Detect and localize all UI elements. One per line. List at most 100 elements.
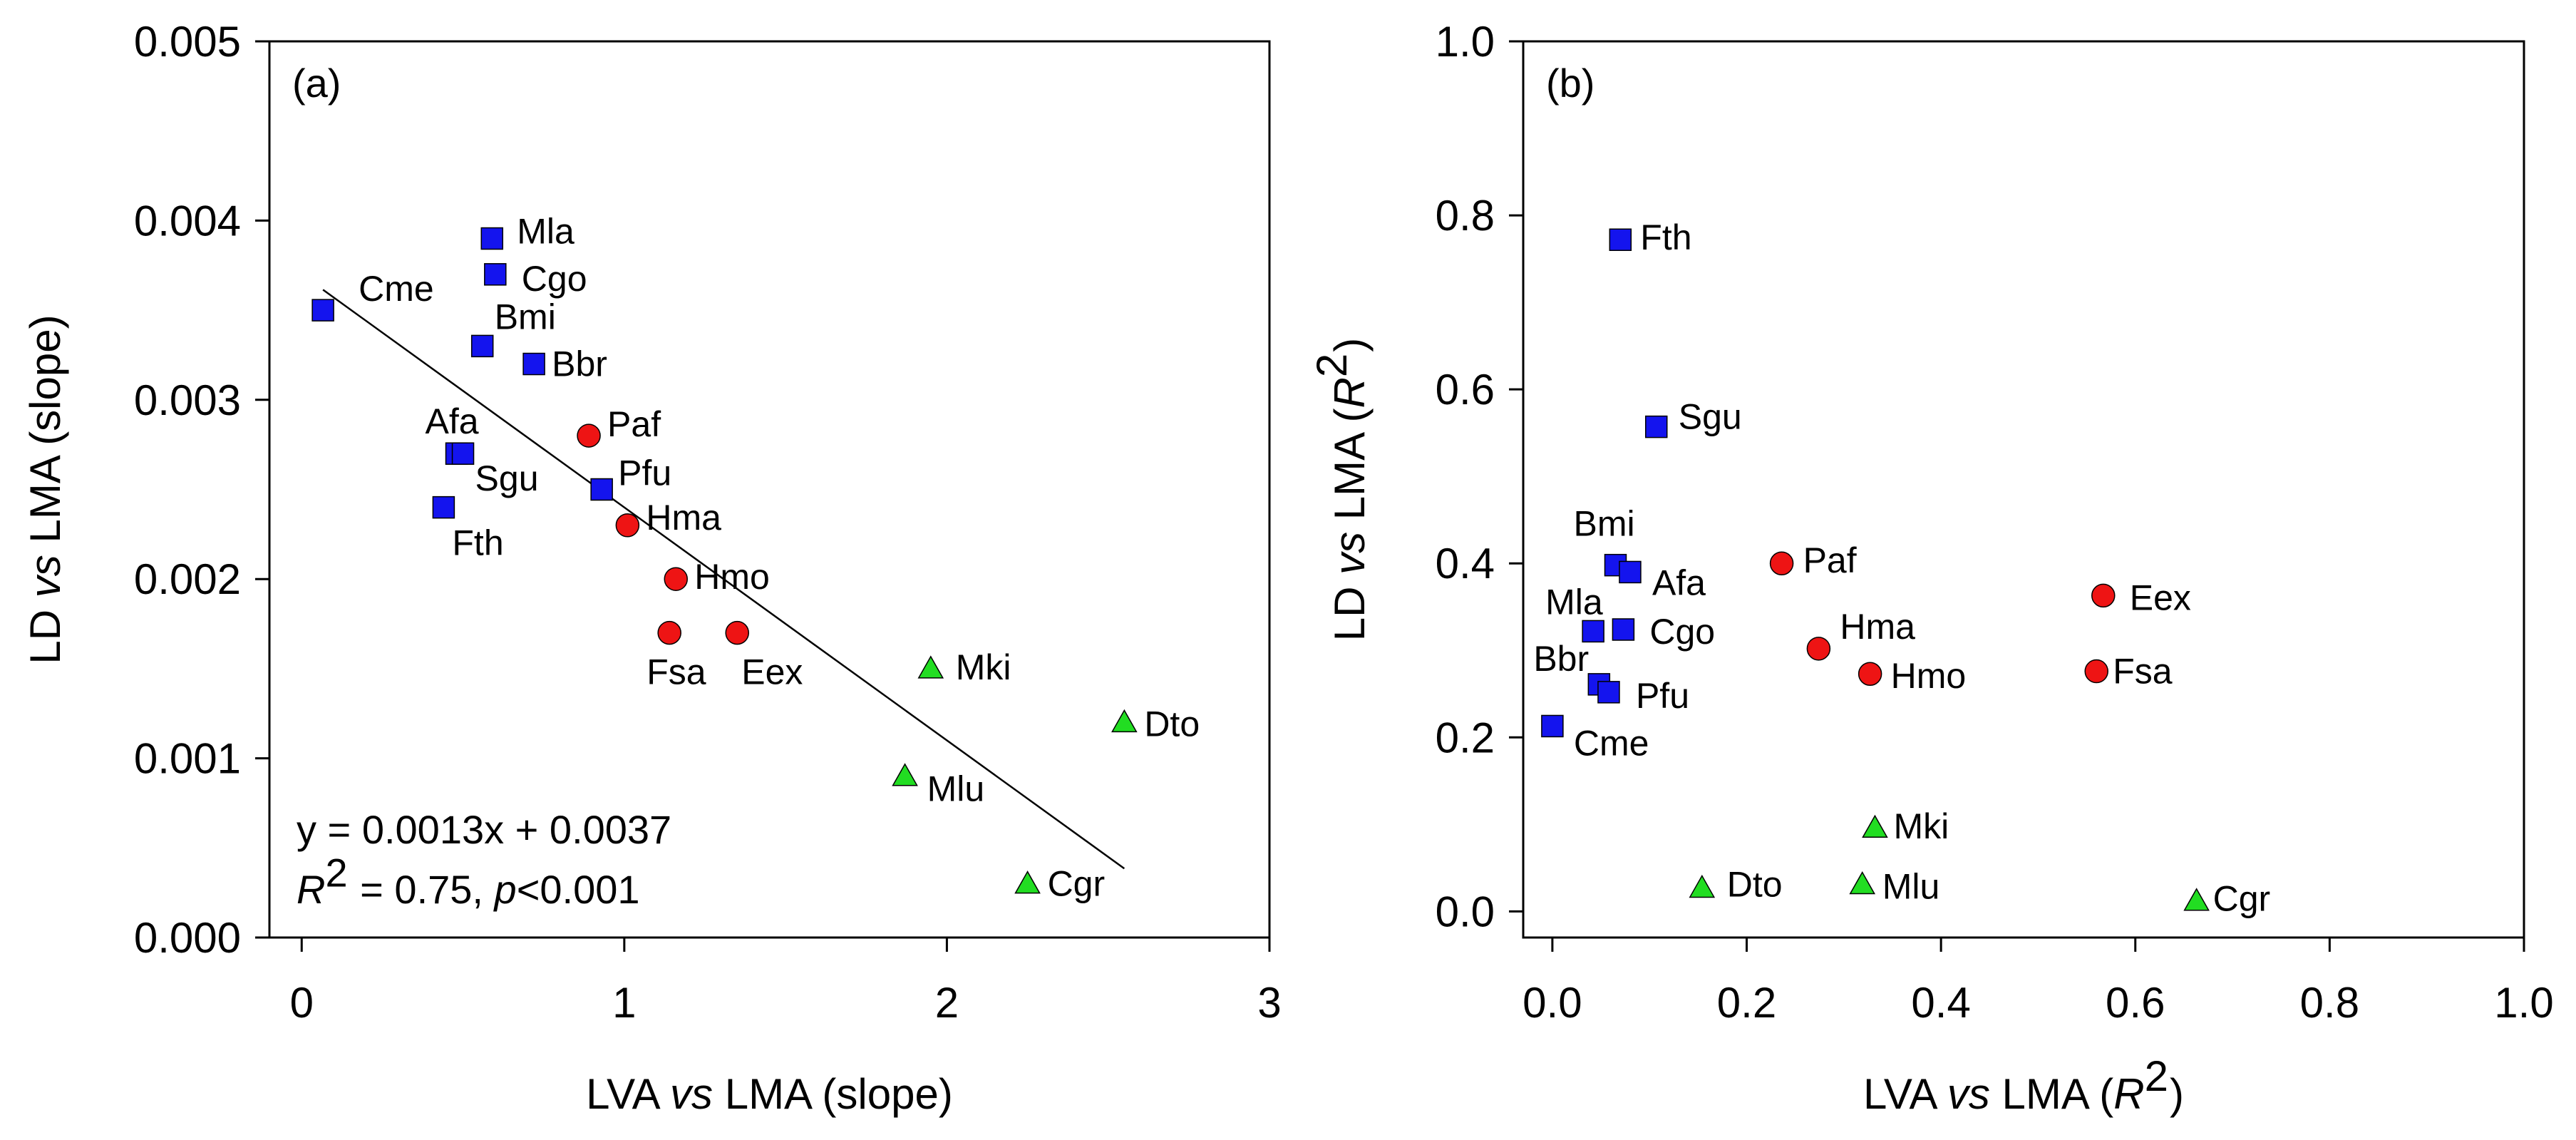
plot-frame bbox=[268, 40, 1271, 939]
point-label: Cme bbox=[359, 269, 434, 309]
point-square-Bbr bbox=[522, 352, 545, 376]
point-triangle-Mlu bbox=[1849, 871, 1876, 895]
y-axis-title-run: ) bbox=[1326, 338, 1374, 352]
x-tick-label: 0.8 bbox=[2300, 979, 2359, 1027]
point-circle-Eex bbox=[2091, 583, 2116, 608]
x-tick-label: 1.0 bbox=[2494, 979, 2553, 1027]
y-axis-title-run: LMA (slope) bbox=[21, 314, 69, 555]
panel-b-scatter: 0.0 0.2 0.4 0.6 0.8 1.0 0.0 0.2 0.4 0.6 0.8 1.0 LVA … bbox=[1308, 18, 2554, 1118]
x-axis-title-run: LMA (slope) bbox=[713, 1070, 953, 1118]
point-label: Eex bbox=[2130, 577, 2191, 617]
point-label: Sgu bbox=[1679, 397, 1742, 437]
y-tick-label: 1.0 bbox=[1436, 18, 1495, 66]
point-square-Cgo bbox=[1612, 618, 1635, 641]
panel-label: (a) bbox=[292, 61, 341, 106]
point-label: Hma bbox=[646, 498, 721, 538]
x-axis-title-run: R bbox=[2113, 1070, 2144, 1118]
point-label: Fth bbox=[452, 523, 503, 563]
x-axis-title-run: LMA ( bbox=[1990, 1070, 2113, 1118]
point-circle-Hmo bbox=[664, 567, 689, 591]
point-square-Afa bbox=[1619, 560, 1642, 584]
point-label: Cgo bbox=[1649, 612, 1715, 652]
point-label: Bmi bbox=[495, 297, 556, 337]
regression-equation-run: 2 bbox=[325, 850, 347, 895]
point-circle-Fsa bbox=[657, 620, 681, 645]
point-square-Fth bbox=[1609, 228, 1632, 251]
point-triangle-Mki bbox=[1862, 814, 1888, 838]
y-axis-title-run: LMA ( bbox=[1326, 408, 1374, 531]
y-tick-label: 0.8 bbox=[1436, 192, 1495, 240]
point-label: Bmi bbox=[1573, 504, 1634, 544]
y-tick-label: 0.4 bbox=[1436, 540, 1495, 587]
x-axis-title-run: ) bbox=[2170, 1070, 2184, 1118]
point-square-Cme bbox=[311, 299, 334, 322]
point-square-Cme bbox=[1541, 714, 1564, 738]
y-axis-title-run: LD bbox=[21, 597, 69, 664]
point-square-Mla bbox=[1582, 620, 1604, 643]
point-label: Afa bbox=[1652, 563, 1706, 602]
point-label: Sgu bbox=[475, 458, 539, 498]
point-label: Mla bbox=[517, 212, 575, 252]
y-axis-title-run: vs bbox=[1326, 532, 1374, 575]
y-axis-title-run: R bbox=[1326, 377, 1374, 408]
x-tick-label: 0.0 bbox=[1523, 979, 1582, 1027]
x-axis-title-run: LVA bbox=[1863, 1070, 1947, 1118]
point-square-Sgu bbox=[1644, 415, 1668, 438]
x-axis-title-run: vs bbox=[670, 1070, 713, 1118]
point-label: Fth bbox=[1640, 217, 1691, 257]
y-axis-title-run: vs bbox=[21, 555, 69, 597]
regression-equation-run: <0.001 bbox=[517, 867, 640, 912]
x-axis-title-run: vs bbox=[1947, 1070, 1990, 1118]
x-tick-label: 3 bbox=[1257, 979, 1281, 1027]
point-square-Mla bbox=[480, 227, 504, 250]
y-tick-label: 0.2 bbox=[1436, 714, 1495, 761]
point-label: Cme bbox=[1574, 723, 1649, 763]
y-tick-label: 0.6 bbox=[1436, 366, 1495, 414]
y-axis-title-run: LD bbox=[1326, 575, 1374, 641]
point-label: Mlu bbox=[927, 769, 985, 809]
y-tick-label: 0.003 bbox=[134, 376, 241, 424]
point-label: Mlu bbox=[1882, 867, 1940, 907]
y-axis-title: LD vs LMA (slope) bbox=[21, 314, 69, 664]
point-label: Bbr bbox=[1533, 639, 1589, 679]
point-label: Eex bbox=[741, 652, 803, 692]
x-tick-label: 2 bbox=[935, 979, 959, 1027]
regression-equation-run: y = 0.0013x + 0.0037 bbox=[297, 807, 671, 852]
y-tick-label: 0.0 bbox=[1436, 888, 1495, 935]
point-circle-Hma bbox=[615, 513, 640, 538]
y-tick-label: 0.000 bbox=[134, 914, 241, 962]
point-label: Mki bbox=[1893, 806, 1949, 846]
x-tick-label: 1 bbox=[612, 979, 636, 1027]
panel-label: (b) bbox=[1546, 61, 1594, 106]
point-triangle-Cgr bbox=[1014, 871, 1041, 894]
plot-frame bbox=[1522, 40, 2525, 939]
point-label: Hmo bbox=[1891, 656, 1967, 696]
point-triangle-Cgr bbox=[2183, 888, 2210, 911]
x-axis-title-run: LVA bbox=[586, 1070, 670, 1118]
point-label: Paf bbox=[607, 404, 661, 444]
x-axis-title-run: 2 bbox=[2145, 1052, 2168, 1100]
point-label: Dto bbox=[1144, 704, 1200, 744]
regression-line bbox=[322, 289, 1125, 870]
y-tick-label: 0.002 bbox=[134, 555, 241, 603]
x-tick-label: 0.6 bbox=[2106, 979, 2165, 1027]
point-label: Dto bbox=[1727, 864, 1783, 904]
x-tick-label: 0 bbox=[290, 979, 314, 1027]
point-circle-Fsa bbox=[2084, 659, 2108, 684]
point-square-Pfu bbox=[1597, 681, 1620, 704]
x-tick-label: 0.2 bbox=[1717, 979, 1776, 1027]
y-axis-title: LD vs LMA (R2) bbox=[1308, 338, 1374, 641]
regression-equation-run: R bbox=[297, 867, 325, 912]
x-tick-label: 0.4 bbox=[1911, 979, 1970, 1027]
point-label: Hma bbox=[1840, 607, 1915, 647]
point-triangle-Dto bbox=[1689, 874, 1716, 898]
point-label: Cgr bbox=[2213, 879, 2271, 919]
y-tick-label: 0.001 bbox=[134, 735, 241, 783]
point-label: Mla bbox=[1545, 582, 1603, 622]
point-label: Cgr bbox=[1048, 864, 1106, 904]
point-triangle-Dto bbox=[1111, 709, 1138, 733]
point-label: Paf bbox=[1803, 540, 1857, 580]
point-label: Hmo bbox=[694, 557, 770, 597]
